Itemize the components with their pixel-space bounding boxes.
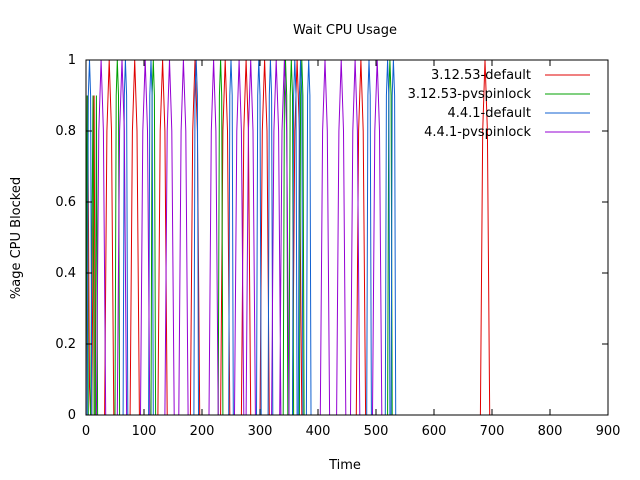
x-tick-label: 800 — [538, 424, 563, 439]
y-tick-label: 0.2 — [55, 337, 76, 352]
legend: 3.12.53-default 3.12.53-pvspinlock 4.4.1-d… — [408, 68, 590, 140]
y-axis-label: %age CPU Blocked — [9, 177, 24, 299]
x-tick-label: 600 — [422, 424, 447, 439]
x-axis-label: Time — [328, 458, 361, 473]
y-tick-label: 1 — [68, 53, 76, 68]
legend-label: 4.4.1-default — [447, 106, 531, 121]
legend-label: 3.12.53-pvspinlock — [408, 87, 532, 102]
x-tick-label: 400 — [306, 424, 331, 439]
x-tick-label: 0 — [82, 424, 90, 439]
y-tick-label: 0 — [68, 408, 76, 423]
y-tick-label: 0.4 — [55, 266, 76, 281]
legend-label: 3.12.53-default — [431, 68, 531, 83]
ticks-layer: 0 100 200 300 400 500 600 700 800 900 0 0.2 0.4 0.6 0.… — [55, 53, 620, 439]
plot-frame — [85, 59, 609, 416]
chart-title: Wait CPU Usage — [293, 23, 397, 38]
x-tick-label: 500 — [364, 424, 389, 439]
x-tick-label: 200 — [190, 424, 215, 439]
legend-label: 4.4.1-pvspinlock — [424, 125, 531, 140]
x-tick-label: 100 — [132, 424, 157, 439]
x-tick-label: 300 — [248, 424, 273, 439]
x-tick-label: 700 — [480, 424, 505, 439]
x-tick-label: 900 — [596, 424, 621, 439]
y-tick-label: 0.6 — [55, 195, 76, 210]
y-tick-label: 0.8 — [55, 124, 76, 139]
